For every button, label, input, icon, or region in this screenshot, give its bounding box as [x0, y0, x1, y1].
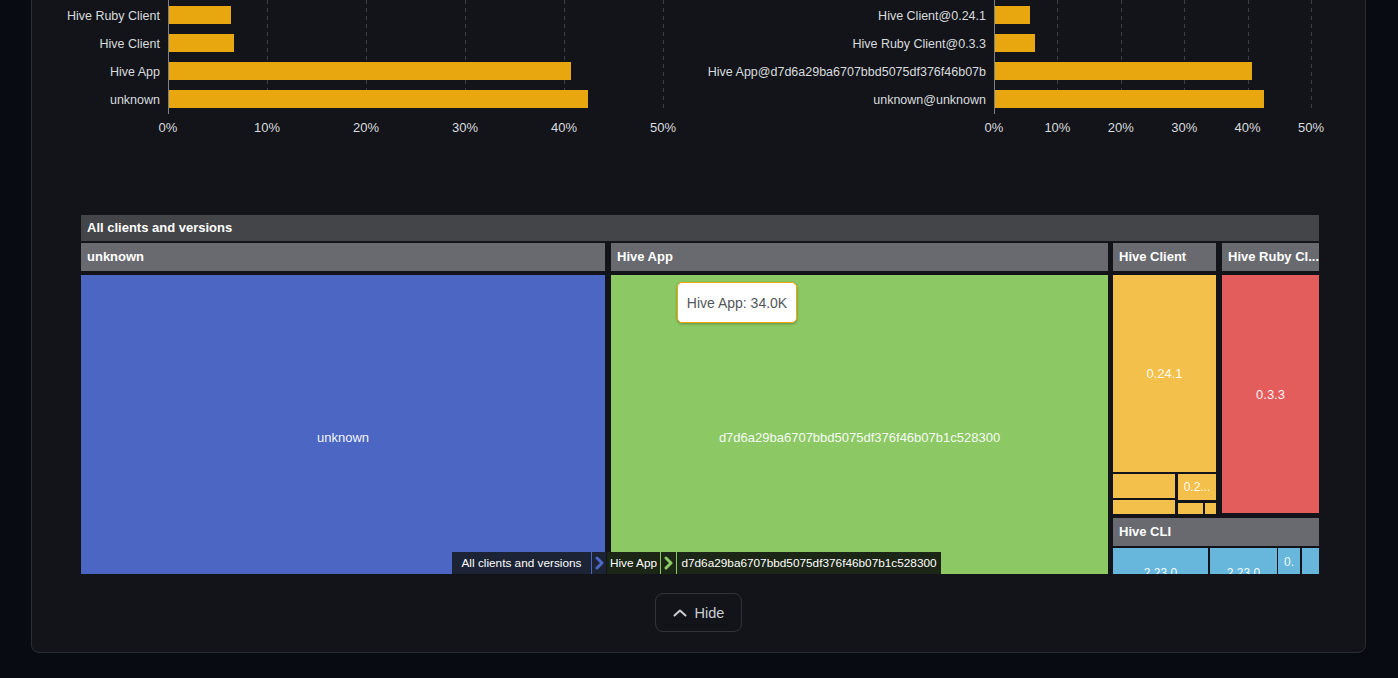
category-label: Hive Ruby Client: [67, 9, 160, 23]
category-label: Hive Client: [100, 37, 160, 51]
chevron-up-icon: [673, 609, 687, 617]
x-tick-label: 10%: [1044, 120, 1070, 135]
breadcrumb-chevron-icon: [661, 552, 676, 574]
bar-Hive Client@0.24.1[interactable]: [995, 6, 1030, 24]
treemap-cell-label: unknown: [317, 430, 369, 445]
treemap-section-header[interactable]: Hive Ruby Cl...: [1222, 243, 1319, 271]
treemap-cell-label: 0.: [1284, 555, 1294, 569]
hide-button-label: Hide: [695, 605, 725, 621]
bar-Hive Ruby Client[interactable]: [169, 6, 231, 24]
hide-button[interactable]: Hide: [655, 593, 742, 632]
breadcrumb-chevron-icon: [592, 552, 606, 574]
x-tick-label: 30%: [1171, 120, 1197, 135]
category-label: Hive App: [110, 65, 160, 79]
treemap-cell[interactable]: [81, 275, 605, 574]
x-tick-label: 50%: [1298, 120, 1324, 135]
treemap: All clients and versionsunknownunknownHi…: [81, 215, 1319, 574]
x-tick-label: 20%: [1108, 120, 1134, 135]
bar-unknown@unknown[interactable]: [995, 90, 1264, 108]
gridline: [1311, 0, 1312, 111]
treemap-root-header[interactable]: All clients and versions: [81, 215, 1319, 241]
x-tick-label: 50%: [650, 120, 676, 135]
bar-Hive App[interactable]: [169, 62, 571, 80]
category-label: unknown: [110, 93, 160, 107]
x-tick-label: 40%: [551, 120, 577, 135]
category-label: Hive Ruby Client@0.3.3: [852, 37, 986, 51]
bar-Hive Ruby Client@0.3.3[interactable]: [995, 34, 1035, 52]
treemap-section-header[interactable]: unknown: [81, 243, 605, 271]
x-tick-label: 0%: [985, 120, 1004, 135]
page: Hive Ruby ClientHive ClientHive Appunkno…: [0, 0, 1398, 678]
treemap-breadcrumb: All clients and versions Hive App d7d6a29b…: [452, 552, 941, 574]
breadcrumb-segment[interactable]: All clients and versions: [452, 552, 591, 574]
treemap-cell-label: 0.3.3: [1256, 387, 1285, 402]
treemap-cell[interactable]: [1113, 500, 1175, 514]
treemap-cell[interactable]: [1302, 548, 1319, 574]
x-tick-label: 20%: [353, 120, 379, 135]
treemap-tooltip: Hive App: 34.0K: [677, 282, 797, 323]
breadcrumb-segment[interactable]: Hive App: [607, 552, 660, 574]
treemap-cell[interactable]: [1113, 474, 1175, 498]
bar-Hive Client[interactable]: [169, 34, 234, 52]
category-label: Hive App@d7d6a29ba6707bbd5075df376f46b07…: [708, 65, 986, 79]
tooltip-text: Hive App: 34.0K: [687, 295, 787, 311]
treemap-cell-label: 0.24.1: [1146, 366, 1182, 381]
x-tick-label: 0%: [159, 120, 178, 135]
treemap-cell[interactable]: [1178, 503, 1203, 514]
treemap-cell-label: 2.23.0: [1227, 566, 1260, 574]
treemap-cell[interactable]: [1205, 503, 1216, 514]
treemap-cell-label: 2.23.0: [1144, 566, 1177, 574]
bar-Hive App@d7d6a29ba6707bbd5075df376f46b07b[interactable]: [995, 62, 1252, 80]
treemap-section-header[interactable]: Hive CLI: [1113, 518, 1319, 546]
treemap-section-header[interactable]: Hive Client: [1113, 243, 1216, 271]
treemap-cell-label: 0.2...: [1184, 480, 1211, 494]
gridline: [663, 0, 664, 111]
treemap-cell-label: d7d6a29ba6707bbd5075df376f46b07b1c528300: [719, 430, 1000, 445]
x-tick-label: 30%: [452, 120, 478, 135]
x-tick-label: 40%: [1235, 120, 1261, 135]
treemap-section-header[interactable]: Hive App: [611, 243, 1108, 271]
bar-unknown[interactable]: [169, 90, 588, 108]
category-label: unknown@unknown: [873, 93, 986, 107]
x-tick-label: 10%: [254, 120, 280, 135]
category-label: Hive Client@0.24.1: [878, 9, 986, 23]
breadcrumb-segment[interactable]: d7d6a29ba6707bbd5075df376f46b07b1c528300: [677, 552, 941, 574]
